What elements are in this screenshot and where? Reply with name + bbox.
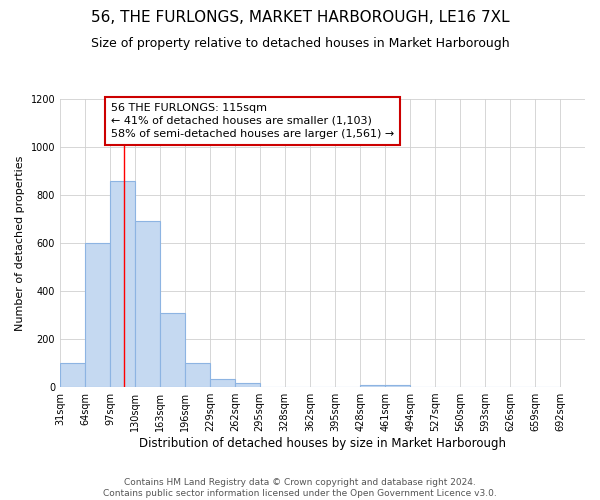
Bar bbox=[185, 363, 210, 387]
Bar bbox=[60, 363, 85, 387]
Bar bbox=[160, 312, 185, 387]
Text: Contains HM Land Registry data © Crown copyright and database right 2024.
Contai: Contains HM Land Registry data © Crown c… bbox=[103, 478, 497, 498]
Y-axis label: Number of detached properties: Number of detached properties bbox=[15, 156, 25, 330]
X-axis label: Distribution of detached houses by size in Market Harborough: Distribution of detached houses by size … bbox=[139, 437, 506, 450]
Text: Size of property relative to detached houses in Market Harborough: Size of property relative to detached ho… bbox=[91, 38, 509, 51]
Bar bbox=[385, 384, 410, 387]
Bar bbox=[110, 180, 135, 387]
Bar bbox=[361, 384, 385, 387]
Bar bbox=[235, 384, 260, 387]
Bar bbox=[85, 243, 110, 387]
Text: 56 THE FURLONGS: 115sqm
← 41% of detached houses are smaller (1,103)
58% of semi: 56 THE FURLONGS: 115sqm ← 41% of detache… bbox=[111, 102, 394, 139]
Text: 56, THE FURLONGS, MARKET HARBOROUGH, LE16 7XL: 56, THE FURLONGS, MARKET HARBOROUGH, LE1… bbox=[91, 10, 509, 25]
Bar bbox=[210, 378, 235, 387]
Bar bbox=[135, 222, 160, 387]
